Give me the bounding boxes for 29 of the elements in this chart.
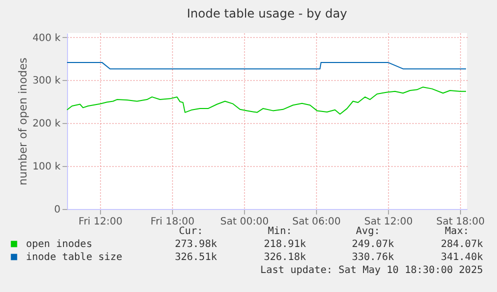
y-tick-label: 300 k (32, 76, 61, 87)
text: 284.07k (440, 239, 483, 250)
line-series (66, 86, 466, 115)
text: 326.18k (264, 252, 306, 263)
y-tick-label: 0 (54, 204, 60, 216)
text: 330.76k (352, 252, 394, 263)
x-tick-label: Sat 00:00 (220, 216, 269, 228)
text: Avg: (356, 226, 380, 237)
text: Last update: Sat May 10 18:30:00 2025 (260, 265, 483, 276)
text: 273.98k (174, 239, 217, 250)
y-axis-title: number of open inodes (16, 57, 30, 186)
x-tick-label: Sat 18:00 (436, 216, 485, 228)
text: Max: (444, 226, 469, 237)
text: 218.91k (264, 239, 306, 250)
x-tick-label: Fri 12:00 (78, 216, 122, 228)
text: 249.07k (352, 239, 394, 250)
text: Min: (268, 226, 292, 237)
text: Cur: (178, 226, 203, 237)
legend-label: inode table size (26, 252, 122, 263)
y-tick-label: 400 k (32, 32, 61, 44)
legend-label: open inodes (26, 239, 92, 250)
x-tick-label: Fri 18:00 (150, 216, 194, 228)
y-tick-label: 100 k (32, 162, 61, 173)
chart-title: Inode table usage - by day (186, 6, 348, 20)
y-tick-label: 200 k (32, 118, 61, 130)
x-tick-label: Sat 12:00 (364, 216, 413, 228)
text: 341.40k (440, 252, 483, 263)
x-tick-label: Sat 06:00 (292, 216, 341, 228)
text: 326.51k (174, 252, 217, 263)
